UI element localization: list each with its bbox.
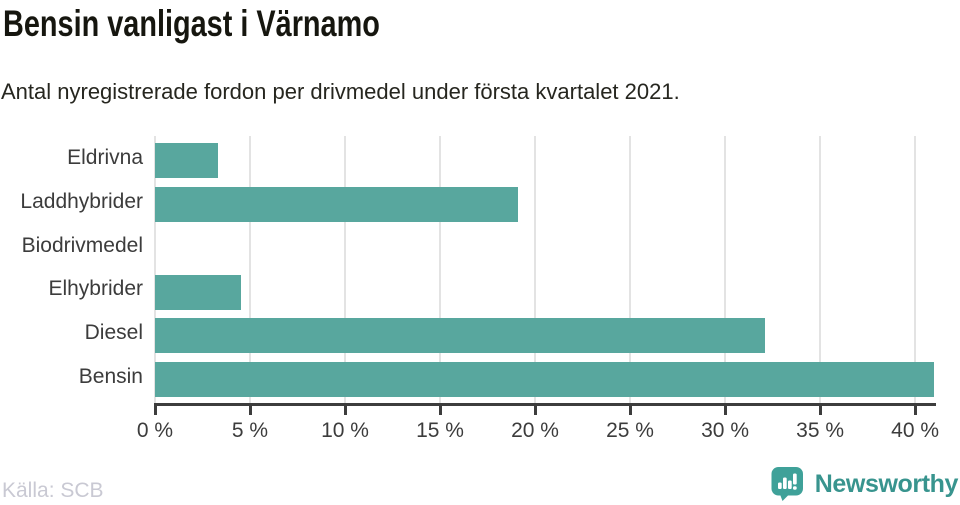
bar-diesel bbox=[155, 318, 765, 354]
x-axis-tick bbox=[248, 403, 252, 415]
bar-elhybrider bbox=[155, 274, 241, 310]
gridline bbox=[819, 136, 822, 403]
category-label: Elhybrider bbox=[48, 277, 143, 301]
gridline bbox=[439, 136, 442, 403]
bar-bensin bbox=[155, 362, 935, 398]
x-axis-tick bbox=[343, 403, 347, 415]
x-axis-tick bbox=[438, 403, 442, 415]
x-axis-tick-label: 15 % bbox=[416, 419, 464, 442]
x-axis-tick-label: 30 % bbox=[701, 419, 749, 442]
gridline bbox=[344, 136, 347, 403]
plot-area bbox=[154, 136, 936, 403]
chart-subtitle: Antal nyregistrerade fordon per drivmede… bbox=[1, 79, 680, 104]
newsworthy-logo[interactable]: Newsworthy bbox=[770, 466, 958, 502]
x-axis-tick-label: 40 % bbox=[891, 419, 940, 442]
category-label: Biodrivmedel bbox=[21, 233, 143, 257]
newsworthy-wordmark: Newsworthy bbox=[814, 469, 959, 498]
source-label: Källa: SCB bbox=[2, 479, 104, 502]
chart-title: Bensin vanligast i Värnamo bbox=[3, 3, 380, 44]
category-label: Laddhybrider bbox=[20, 189, 143, 213]
gridline bbox=[914, 136, 917, 403]
x-axis: 0 % 5 % 10 % 15 % 20 % 25 % 30 % 35 % 40 % bbox=[137, 403, 955, 453]
x-axis-line bbox=[155, 403, 936, 406]
x-axis-tick-label: 25 % bbox=[606, 419, 654, 442]
bar-laddhybrider bbox=[155, 186, 518, 222]
x-axis-tick bbox=[533, 403, 537, 415]
bar-eldrivna bbox=[155, 143, 218, 178]
gridline bbox=[724, 136, 727, 403]
x-axis-tick bbox=[153, 403, 157, 415]
x-axis-tick-label: 5 % bbox=[231, 419, 269, 442]
x-axis-tick-label: 0 % bbox=[136, 419, 174, 442]
gridline bbox=[249, 136, 251, 403]
x-axis-tick bbox=[913, 403, 917, 415]
x-axis-tick bbox=[628, 403, 632, 415]
x-axis-tick bbox=[818, 403, 822, 415]
x-axis-tick-label: 35 % bbox=[796, 419, 845, 442]
category-label: Bensin bbox=[78, 365, 143, 389]
category-label: Diesel bbox=[84, 321, 143, 345]
newsworthy-bar-chart-speech-bubble-icon bbox=[771, 467, 803, 501]
category-labels: Eldrivna Laddhybrider Biodrivmedel Elhybrid… bbox=[0, 136, 143, 399]
category-label: Eldrivna bbox=[67, 145, 143, 169]
gridline bbox=[629, 136, 632, 403]
gridline bbox=[534, 136, 537, 403]
gridline bbox=[154, 136, 156, 403]
x-axis-tick bbox=[723, 403, 727, 415]
x-axis-tick-label: 10 % bbox=[321, 419, 369, 442]
x-axis-tick-label: 20 % bbox=[511, 419, 559, 442]
